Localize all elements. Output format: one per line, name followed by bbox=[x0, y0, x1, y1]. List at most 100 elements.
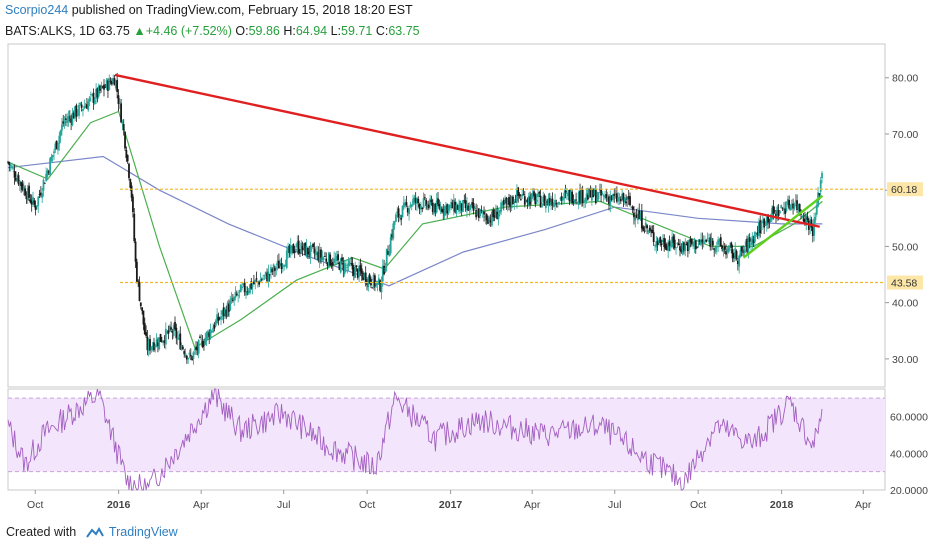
candle-body bbox=[62, 121, 65, 124]
candle-body bbox=[797, 204, 800, 210]
candle-body bbox=[385, 248, 388, 266]
candle-body bbox=[654, 244, 656, 246]
candle-body bbox=[598, 188, 601, 191]
candle-body bbox=[726, 249, 729, 253]
candle-body bbox=[443, 206, 446, 216]
candle-body bbox=[130, 185, 133, 198]
candle-body bbox=[637, 213, 639, 221]
candle-body bbox=[39, 192, 42, 196]
candle-body bbox=[705, 239, 708, 242]
candle-body bbox=[708, 240, 710, 242]
candle-body bbox=[543, 195, 546, 206]
candle-body bbox=[109, 80, 112, 83]
candle-body bbox=[167, 329, 170, 334]
candle-body bbox=[335, 256, 338, 262]
candle-body bbox=[615, 193, 618, 202]
level-label-bg bbox=[887, 182, 923, 197]
candle-body bbox=[630, 206, 633, 208]
candle-body bbox=[304, 242, 307, 255]
candle-body bbox=[491, 211, 493, 226]
candle-body bbox=[531, 192, 534, 198]
candle-body bbox=[702, 241, 705, 244]
candle-body bbox=[17, 175, 20, 185]
candle-body bbox=[45, 173, 48, 181]
created-with-text: Created with bbox=[6, 525, 77, 539]
candle-body bbox=[271, 269, 274, 272]
candle-body bbox=[782, 207, 785, 211]
candle-body bbox=[103, 84, 105, 90]
low-value: 59.71 bbox=[341, 24, 373, 38]
candle-body bbox=[183, 351, 186, 355]
candle-body bbox=[663, 238, 666, 248]
candle-body bbox=[601, 193, 604, 194]
candle-body bbox=[612, 194, 614, 200]
author-link[interactable]: Scorpio244 bbox=[5, 3, 69, 17]
candle-body bbox=[338, 262, 341, 270]
candle-body bbox=[522, 194, 525, 196]
candle-body bbox=[508, 197, 510, 205]
candle-body bbox=[59, 130, 62, 137]
candle-body bbox=[700, 239, 702, 245]
candle-body bbox=[42, 179, 45, 191]
candle-body bbox=[784, 208, 787, 214]
candle-body bbox=[34, 205, 37, 211]
up-arrow-icon: ▲ bbox=[133, 24, 146, 38]
candle-body bbox=[13, 171, 16, 178]
candle-body bbox=[648, 227, 651, 231]
candle-body bbox=[308, 251, 311, 255]
candle-body bbox=[364, 272, 367, 284]
candle-body bbox=[125, 150, 128, 159]
candle-body bbox=[550, 201, 553, 205]
candle-body bbox=[114, 81, 117, 89]
candle-body bbox=[154, 345, 157, 348]
candle-body bbox=[301, 245, 304, 251]
candle-body bbox=[150, 346, 153, 350]
candle-body bbox=[610, 195, 613, 200]
tradingview-brand[interactable]: TradingView bbox=[108, 525, 178, 539]
candle-body bbox=[208, 332, 211, 338]
candle-body bbox=[529, 197, 531, 205]
candle-body bbox=[256, 281, 259, 282]
candle-body bbox=[558, 201, 560, 205]
candle-body bbox=[316, 251, 318, 255]
candle-body bbox=[297, 240, 300, 254]
candle-body bbox=[669, 246, 672, 248]
candle-body bbox=[619, 198, 622, 202]
candle-body bbox=[713, 248, 716, 250]
candle-body bbox=[485, 214, 488, 221]
candle-body bbox=[229, 300, 232, 311]
candle-body bbox=[694, 240, 697, 250]
candle-body bbox=[313, 248, 316, 254]
candle-body bbox=[218, 317, 221, 319]
candle-body bbox=[622, 193, 625, 202]
candle-body bbox=[212, 327, 215, 333]
publish-info: Scorpio244 published on TradingView.com,… bbox=[5, 3, 413, 17]
candle-body bbox=[414, 198, 417, 203]
candle-body bbox=[466, 203, 468, 211]
candle-body bbox=[771, 208, 773, 220]
candle-body bbox=[813, 218, 816, 236]
candle-body bbox=[171, 331, 174, 333]
candle-body bbox=[20, 181, 23, 186]
candle-body bbox=[538, 192, 541, 194]
candle-body bbox=[279, 263, 282, 266]
candle-body bbox=[625, 201, 627, 204]
candle-body bbox=[158, 337, 161, 350]
candle-body bbox=[719, 237, 722, 247]
candle-body bbox=[675, 247, 677, 249]
candle-body bbox=[469, 204, 472, 208]
candle-body bbox=[429, 198, 432, 205]
candle-body bbox=[806, 216, 809, 221]
candle-body bbox=[608, 196, 610, 204]
candle-body bbox=[143, 323, 146, 335]
candle-body bbox=[350, 263, 353, 265]
candle-body bbox=[710, 238, 713, 246]
candle-body bbox=[526, 199, 529, 203]
candle-body bbox=[110, 82, 113, 85]
candle-body bbox=[518, 194, 521, 197]
candle-body bbox=[170, 327, 172, 330]
candle-body bbox=[788, 200, 791, 209]
candle-body bbox=[371, 287, 374, 289]
candle-body bbox=[481, 210, 484, 213]
